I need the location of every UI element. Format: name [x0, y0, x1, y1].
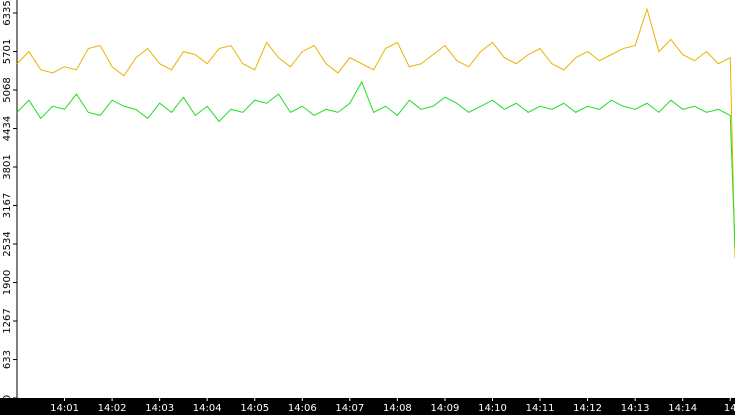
x-tick-label: 14:12 — [573, 403, 602, 414]
y-tick-label: 5068 — [2, 77, 13, 102]
y-tick-label: 633 — [2, 350, 13, 369]
x-axis-bar — [0, 398, 735, 415]
y-tick-label: 3167 — [2, 193, 13, 218]
x-tick-label: 14:01 — [50, 403, 79, 414]
y-tick-label: 3801 — [2, 154, 13, 179]
x-tick-label: 14 — [724, 403, 735, 414]
x-tick-label: 14:14 — [668, 403, 697, 414]
x-tick-label: 14:10 — [478, 403, 507, 414]
y-tick-label: 5701 — [2, 39, 13, 64]
x-tick-label: 14:05 — [240, 403, 269, 414]
x-tick-label: 14:04 — [193, 403, 222, 414]
y-tick-label: 2534 — [2, 231, 13, 256]
x-tick-label: 14:08 — [383, 403, 412, 414]
y-tick-label: 1900 — [2, 270, 13, 295]
y-tick-label: 6335 — [2, 0, 13, 25]
y-tick-label: 1267 — [2, 308, 13, 333]
x-tick-label: 14:13 — [621, 403, 650, 414]
series-line — [16, 7, 735, 259]
x-tick-label: 14:06 — [288, 403, 317, 414]
x-tick-label: 14:03 — [145, 403, 174, 414]
x-tick-label: 14:11 — [526, 403, 555, 414]
y-tick-label: 0 — [2, 395, 13, 401]
x-tick-label: 14:07 — [335, 403, 364, 414]
x-tick-label: 14:02 — [98, 403, 127, 414]
series-line — [16, 80, 735, 250]
y-tick-label: 4434 — [2, 116, 13, 141]
x-tick-label: 14:09 — [431, 403, 460, 414]
